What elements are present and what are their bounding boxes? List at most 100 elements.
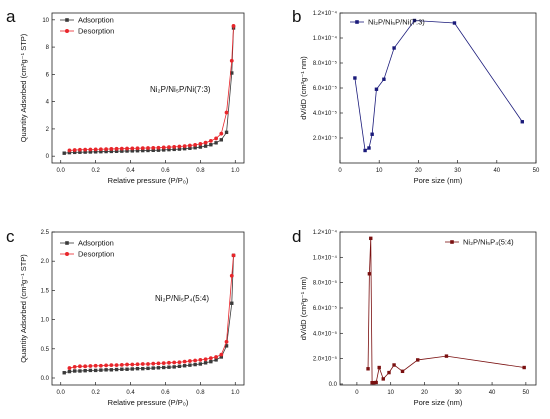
data-point [88, 364, 93, 368]
chart-panel-a: a 0.0 0.2 0.4 0.6 0.8 1.0 0 2 4 6 8 10 Relative press… [6, 7, 245, 185]
data-point [377, 365, 381, 370]
data-point [367, 272, 372, 276]
x-tick-label: 10 [376, 168, 383, 174]
y-tick-label: 1.0×10⁻⁴ [313, 254, 338, 261]
x-tick-label: 30 [454, 168, 461, 174]
x-axis-title: Pore size (nm) [414, 398, 463, 407]
y-tick-label: 0.5 [41, 347, 50, 353]
data-point [156, 145, 161, 150]
data-point [125, 367, 129, 371]
legend: Adsorption Desorption [60, 16, 114, 36]
data-point [198, 357, 203, 362]
data-point [224, 339, 229, 344]
data-point [182, 146, 187, 151]
data-point [162, 365, 166, 370]
plot-area [353, 18, 524, 153]
data-point [214, 136, 218, 141]
data-point [177, 147, 182, 151]
data-point [109, 363, 114, 368]
data-point [78, 364, 82, 369]
x-axis-title: Relative pressure (P/P₀) [108, 176, 189, 185]
y-tick-label: 4.0×10⁻⁵ [313, 330, 338, 337]
x-tick-label: 20 [415, 168, 422, 174]
legend-marker [65, 18, 69, 22]
y-tick-label: 6.0×10⁻⁵ [313, 305, 338, 312]
plot-frame [339, 12, 537, 164]
data-point [167, 147, 171, 152]
data-point [83, 150, 87, 154]
x-axis-title: Relative pressure (P/P₀) [108, 398, 189, 407]
data-point [229, 273, 234, 278]
data-point [412, 18, 417, 23]
data-point [369, 236, 373, 241]
data-point [193, 362, 197, 367]
data-point [193, 358, 198, 363]
legend-marker [355, 20, 359, 24]
data-point [224, 344, 229, 348]
plot-frame [51, 231, 245, 386]
data-point [188, 146, 192, 150]
data-point [172, 365, 176, 369]
data-point [172, 147, 176, 152]
data-point [78, 369, 82, 373]
data-point [67, 369, 72, 374]
y-tick-label: 6.0×10⁻⁵ [313, 85, 338, 92]
y-tick-label: 4 [46, 100, 50, 106]
legend: Ni₂P/Ni₅P₄(5:4) [445, 238, 514, 247]
data-point [161, 145, 166, 150]
data-point [72, 364, 77, 369]
x-tick-label: 50 [533, 168, 540, 174]
y-axis-title: dV/dD (cm³g⁻¹ nm) [299, 276, 308, 340]
x-tick-label: 0.4 [126, 168, 135, 174]
data-point [88, 368, 93, 373]
data-point [72, 369, 77, 373]
legend-label: Ni₂P/Ni₅P₄(5:4) [463, 238, 514, 247]
data-point [119, 362, 124, 367]
data-point [135, 362, 140, 367]
data-point [382, 77, 386, 81]
y-axis-title: dV/dD (cm³g⁻¹ nm) [299, 56, 308, 120]
data-point [93, 150, 98, 154]
data-point [203, 140, 208, 145]
data-point [208, 139, 213, 143]
data-point [151, 145, 156, 150]
data-point [182, 144, 187, 148]
series-line-0 [354, 20, 523, 152]
data-point [363, 148, 367, 153]
data-point [209, 143, 213, 147]
data-point [230, 71, 234, 75]
panel-letter: a [6, 7, 16, 26]
data-point [151, 361, 156, 366]
data-point [130, 149, 134, 153]
data-point [203, 144, 208, 148]
plot-area [62, 24, 236, 155]
legend: Ni₂P/Ni₅P/Ni(7:3) [350, 18, 425, 27]
data-point [130, 146, 135, 151]
data-point [161, 361, 166, 366]
y-tick-label: 0 [46, 154, 50, 160]
legend-label: Ni₂P/Ni₅P/Ni(7:3) [368, 18, 425, 27]
legend-marker [450, 240, 454, 244]
y-tick-label: 0.0 [329, 382, 338, 388]
data-point [119, 146, 124, 151]
data-point [156, 148, 161, 152]
data-point [88, 150, 93, 154]
x-tick-label: 20 [421, 390, 428, 396]
data-point [146, 362, 150, 366]
data-point [374, 380, 378, 385]
x-tick-label: 0.8 [196, 168, 205, 174]
data-point [140, 362, 145, 366]
data-point [198, 145, 203, 149]
data-point [93, 363, 98, 368]
data-point [151, 148, 155, 153]
data-point [214, 358, 218, 362]
legend-label: Desorption [78, 27, 114, 36]
data-point [114, 363, 119, 368]
data-point [104, 368, 108, 372]
data-point [231, 253, 236, 258]
data-point [203, 357, 208, 362]
data-point [141, 148, 145, 153]
legend-marker [65, 29, 69, 33]
x-tick-label: 0.4 [126, 390, 135, 396]
data-point [167, 365, 171, 369]
